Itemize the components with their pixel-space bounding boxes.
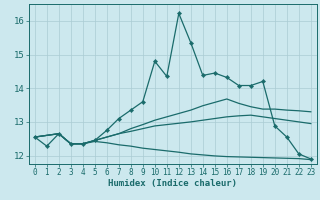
- X-axis label: Humidex (Indice chaleur): Humidex (Indice chaleur): [108, 179, 237, 188]
